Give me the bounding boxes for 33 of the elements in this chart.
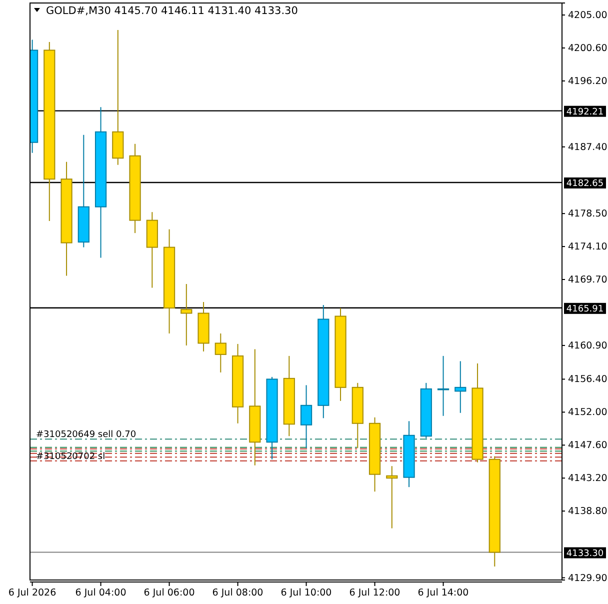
candlestick	[180, 284, 192, 346]
y-tick-label: 4143.20	[568, 473, 608, 484]
candlestick	[300, 384, 312, 449]
x-tick-label: 6 Jul 04:00	[75, 588, 126, 599]
ref-line-label: 4133.30	[566, 548, 604, 559]
x-tick-label: 6 Jul 2026	[8, 588, 56, 599]
ref-line-label: 4182.65	[566, 178, 604, 189]
y-tick-label: 4196.20	[568, 76, 608, 87]
ref-line-label: 4165.91	[566, 304, 604, 314]
y-tick-label: 4160.90	[568, 340, 608, 352]
y-tick-label: 4205.00	[568, 10, 608, 22]
y-tick-label: 4174.10	[568, 242, 608, 253]
y-tick-label: 4152.00	[568, 407, 608, 418]
candlestick	[386, 466, 398, 529]
x-tick-label: 6 Jul 10:00	[280, 588, 332, 599]
candlestick	[214, 332, 226, 373]
y-tick-label: 4200.60	[568, 43, 608, 54]
x-tick-label: 6 Jul 06:00	[144, 588, 195, 599]
chart-title: GOLD#,M30 4145.70 4146.11 4131.40 4133.30	[46, 5, 298, 17]
x-tick-label: 6 Jul 12:00	[349, 588, 400, 599]
y-tick-label: 4187.40	[568, 142, 608, 153]
y-tick-label: 4169.70	[568, 274, 608, 286]
y-tick-label: 4156.40	[568, 374, 608, 386]
y-tick-label: 4129.90	[568, 572, 608, 584]
y-tick-label: 4178.50	[568, 208, 608, 220]
y-tick-label: 4147.60	[568, 440, 608, 452]
candlestick	[454, 360, 466, 414]
y-tick-label: 4138.80	[568, 506, 608, 518]
ref-line-label: #310520649 sell 0.70	[36, 430, 136, 440]
ref-line-label: #310520702 sl	[36, 452, 106, 462]
ref-line-label: 4192.21	[566, 107, 604, 118]
x-tick-label: 6 Jul 14:00	[418, 588, 469, 599]
x-tick-label: 6 Jul 08:00	[212, 588, 264, 599]
